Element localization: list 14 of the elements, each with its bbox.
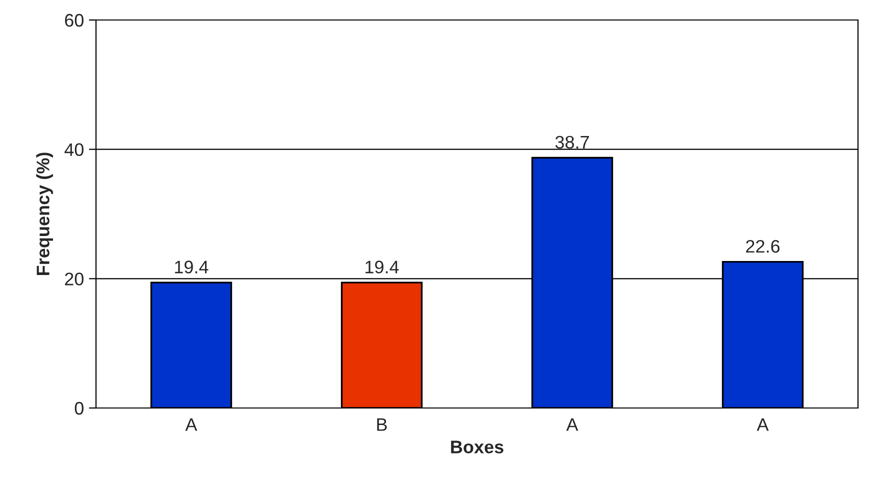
x-tick-label: A xyxy=(185,418,198,431)
y-tick-label: 20 xyxy=(65,272,84,286)
x-tick-label: A xyxy=(566,418,578,431)
x-tick-label: A xyxy=(756,418,769,431)
y-tick-label: 60 xyxy=(65,14,84,27)
x-tick-label: B xyxy=(377,418,387,431)
y-axis-title: Frequency (%) xyxy=(36,152,53,275)
data-label: 19.4 xyxy=(366,260,399,274)
data-label: 19.4 xyxy=(175,260,208,274)
data-label: 38.7 xyxy=(555,136,589,149)
x-axis-title: Boxes xyxy=(451,440,504,454)
data-label: 22.6 xyxy=(746,240,780,253)
y-tick-label: 0 xyxy=(74,402,84,415)
y-tick-label: 40 xyxy=(64,143,84,156)
